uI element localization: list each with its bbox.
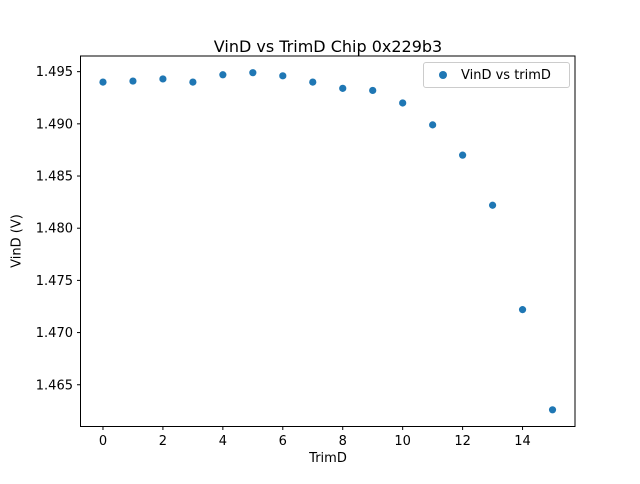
x-tick-label: 4 [219,434,227,449]
y-tick-label: 1.490 [36,117,73,132]
y-tick-label: 1.465 [36,378,73,393]
data-point [309,78,317,86]
data-point [369,86,377,95]
x-tick-label: 2 [159,434,167,449]
x-tick-label: 8 [339,434,347,449]
data-point [548,406,557,414]
y-axis-label: VinD (V) [9,214,25,268]
y-tick-label: 1.480 [36,222,73,237]
data-point [429,121,437,129]
x-tick-label: 0 [99,434,107,449]
y-tick-label: 1.485 [36,170,73,185]
data-point [488,201,497,209]
x-tick-label: 14 [514,434,531,449]
x-tick-label: 6 [279,434,287,449]
y-tick-label: 1.475 [36,274,73,289]
data-point [219,71,227,79]
x-tick-label: 12 [454,434,471,449]
data-point [399,99,407,107]
y-tick-label: 1.495 [36,65,73,80]
chart-title: VinD vs TrimD Chip 0x229b3 [213,37,443,56]
y-tick-label: 1.470 [36,326,73,341]
x-tick-label: 10 [394,434,411,449]
legend: VinD vs trimD [423,62,570,88]
data-point [189,78,197,86]
legend-label: VinD vs trimD [461,67,551,83]
data-point [518,306,527,314]
data-point [99,78,107,86]
data-point [459,151,467,159]
data-point [159,75,167,83]
legend-marker-icon [439,71,447,79]
axes-spines [80,55,576,427]
data-point [279,72,287,80]
x-axis-label: TrimD [309,451,347,466]
data-point [249,69,257,77]
data-point [129,77,137,85]
data-point [339,84,347,92]
